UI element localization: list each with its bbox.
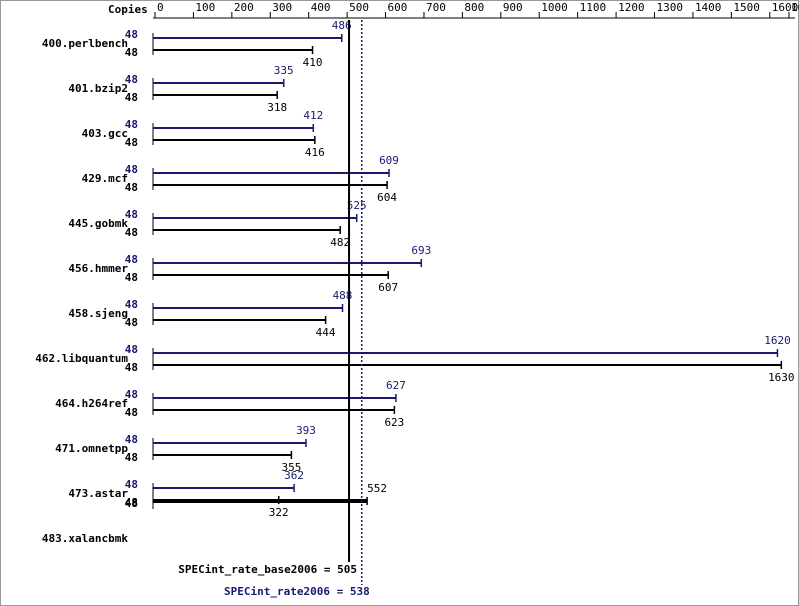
benchmark-label: 473.astar: [68, 487, 128, 500]
x-tick-label: 200: [234, 1, 254, 14]
value-label: 1630: [768, 371, 795, 384]
benchmark-label: 445.gobmk: [68, 217, 128, 230]
x-tick-label: 300: [272, 1, 292, 14]
value-label: 416: [305, 146, 325, 159]
axis-label: Copies: [108, 3, 148, 16]
x-tick-label: 1500: [733, 1, 760, 14]
x-tick-label: 400: [311, 1, 331, 14]
x-tick-label: 800: [464, 1, 484, 14]
value-label: 362: [284, 469, 304, 482]
copies-label: 48: [125, 91, 138, 104]
x-tick-label: 1650: [791, 1, 799, 14]
copies-label: 48: [125, 406, 138, 419]
value-label: 623: [384, 416, 404, 429]
benchmark-label: 429.mcf: [82, 172, 128, 185]
value-label: 410: [303, 56, 323, 69]
copies-label: 48: [125, 497, 138, 510]
x-tick-label: 1600: [772, 1, 799, 14]
x-tick-label: 1100: [580, 1, 607, 14]
copies-label: 48: [125, 208, 138, 221]
value-label: 693: [411, 244, 431, 257]
value-label: 412: [303, 109, 323, 122]
benchmark-label: 464.h264ref: [55, 397, 128, 410]
value-label: 322: [269, 506, 289, 519]
copies-label: 48: [125, 298, 138, 311]
x-tick-label: 1000: [541, 1, 568, 14]
value-label: 552: [367, 482, 387, 495]
copies-label: 48: [125, 73, 138, 86]
copies-label: 48: [125, 181, 138, 194]
benchmark-label: 400.perlbench: [42, 37, 128, 50]
copies-label: 48: [125, 433, 138, 446]
benchmark-label: 462.libquantum: [35, 352, 128, 365]
x-tick-label: 500: [349, 1, 369, 14]
value-label: 482: [330, 236, 350, 249]
x-tick-label: 1400: [695, 1, 722, 14]
x-tick-label: 1300: [657, 1, 684, 14]
copies-label: 48: [125, 226, 138, 239]
copies-label: 48: [125, 271, 138, 284]
copies-label: 48: [125, 253, 138, 266]
value-label: 607: [378, 281, 398, 294]
copies-label: 48: [125, 496, 138, 509]
benchmark-label: 403.gcc: [82, 127, 128, 140]
value-label: 393: [296, 424, 316, 437]
copies-label: 48: [125, 28, 138, 41]
x-tick-label: 600: [388, 1, 408, 14]
copies-label: 48: [125, 361, 138, 374]
reference-label: SPECint_rate_base2006 = 505: [178, 563, 357, 576]
x-tick-label: 1200: [618, 1, 645, 14]
benchmark-label: 458.sjeng: [68, 307, 128, 320]
x-tick-label: 0: [157, 1, 164, 14]
value-label: 444: [316, 326, 336, 339]
copies-label: 48: [125, 46, 138, 59]
value-label: 355: [281, 461, 301, 474]
copies-label: 48: [125, 451, 138, 464]
value-label: 335: [274, 64, 294, 77]
copies-label: 48: [125, 388, 138, 401]
benchmark-label: 471.omnetpp: [55, 442, 128, 455]
copies-label: 48: [125, 163, 138, 176]
benchmark-label: 483.xalancbmk: [42, 532, 128, 545]
x-tick-label: 900: [503, 1, 523, 14]
copies-label: 48: [125, 478, 138, 491]
reference-label: SPECint_rate2006 = 538: [224, 585, 370, 598]
value-label: 609: [379, 154, 399, 167]
benchmark-label: 456.hmmer: [68, 262, 128, 275]
x-tick-label: 100: [195, 1, 215, 14]
x-tick-label: 700: [426, 1, 446, 14]
value-label: 627: [386, 379, 406, 392]
value-label: 486: [332, 19, 352, 32]
copies-label: 48: [125, 136, 138, 149]
value-label: 1620: [764, 334, 791, 347]
value-label: 604: [377, 191, 397, 204]
value-label: 488: [333, 289, 353, 302]
copies-label: 48: [125, 118, 138, 131]
copies-label: 48: [125, 343, 138, 356]
value-label: 318: [267, 101, 287, 114]
copies-label: 48: [125, 316, 138, 329]
benchmark-label: 401.bzip2: [68, 82, 128, 95]
